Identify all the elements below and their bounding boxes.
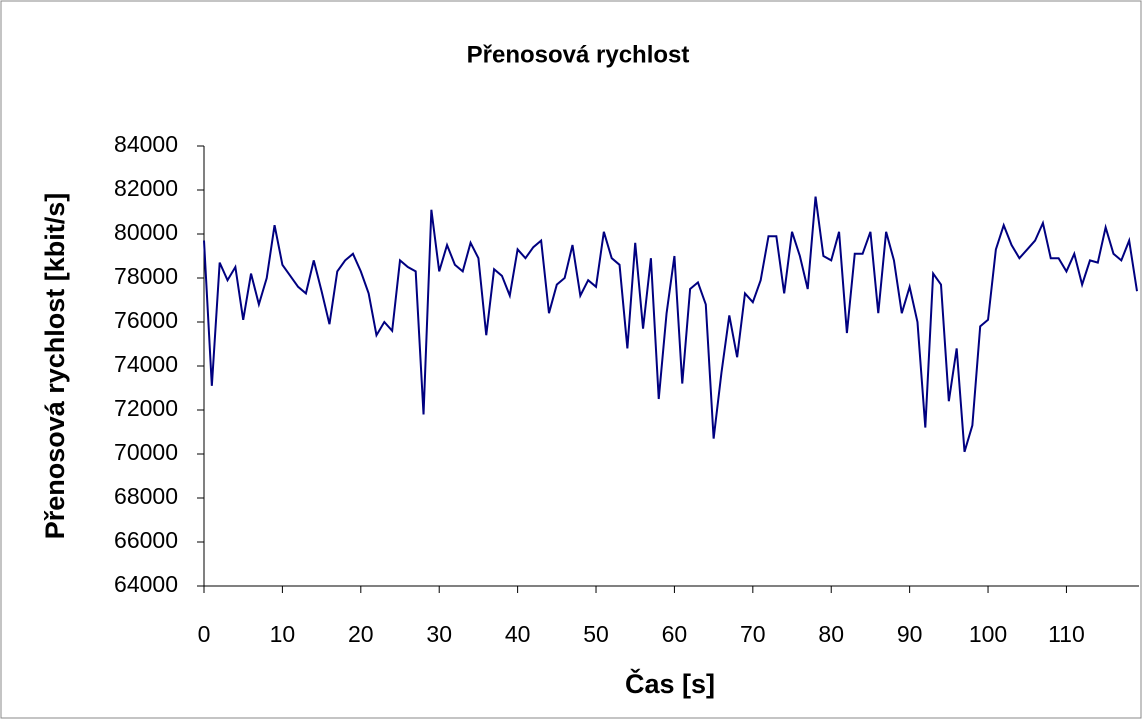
x-tick-label: 70	[740, 621, 766, 647]
y-tick-label: 76000	[114, 307, 178, 333]
x-tick-label: 40	[505, 621, 531, 647]
y-tick-label: 74000	[114, 351, 178, 377]
x-tick-label: 50	[583, 621, 609, 647]
x-tick-label: 10	[270, 621, 296, 647]
x-tick-label: 90	[897, 621, 923, 647]
x-tick-label: 100	[969, 621, 1007, 647]
x-tick-label: 60	[662, 621, 688, 647]
x-tick-label: 20	[348, 621, 374, 647]
y-tick-label: 72000	[114, 395, 178, 421]
x-tick-label: 0	[198, 621, 211, 647]
y-axis-label: Přenosová rychlost [kbit/s]	[40, 193, 70, 540]
chart-title: Přenosová rychlost	[467, 41, 690, 68]
x-tick-label: 30	[426, 621, 452, 647]
y-tick-label: 78000	[114, 263, 178, 289]
y-tick-label: 66000	[114, 527, 178, 553]
y-tick-label: 80000	[114, 219, 178, 245]
y-tick-label: 68000	[114, 483, 178, 509]
x-axis-label: Čas [s]	[625, 668, 715, 699]
x-tick-label: 110	[1048, 621, 1085, 647]
x-tick-label: 80	[818, 621, 844, 647]
data-line	[203, 196, 1138, 453]
y-tick-label: 82000	[114, 175, 178, 201]
y-tick-label: 84000	[114, 131, 178, 157]
y-tick-label: 64000	[114, 571, 178, 597]
y-tick-label: 70000	[114, 439, 178, 465]
